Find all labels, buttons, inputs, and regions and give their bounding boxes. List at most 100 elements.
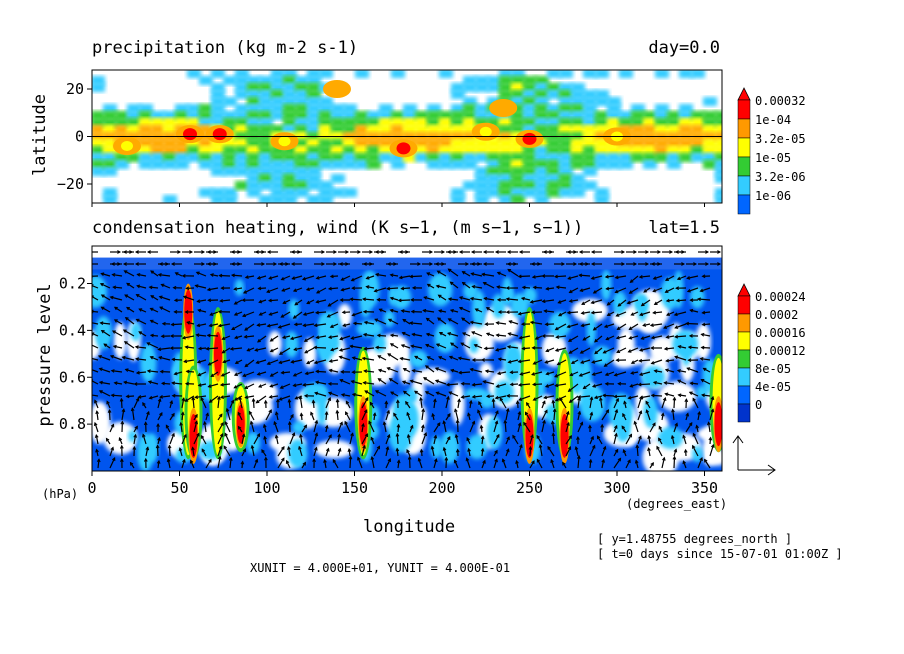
wind-arrowhead: [171, 357, 176, 362]
wind-arrow: [258, 287, 267, 290]
precip-cell: [355, 125, 369, 134]
wind-arrow: [700, 287, 711, 292]
wind-arrowhead: [233, 372, 238, 376]
wind-arrowhead: [273, 262, 278, 266]
precip-cell: [259, 111, 273, 120]
wind-arrowhead: [362, 332, 367, 337]
wind-arrowhead: [630, 371, 635, 375]
wind-arrowhead: [555, 285, 560, 290]
wind-arrow: [701, 346, 711, 349]
wind-arrowhead: [292, 315, 297, 319]
wind-arrowhead: [335, 398, 340, 403]
wind-arrowhead: [494, 449, 498, 454]
precip-hotspot-halo: [489, 99, 518, 117]
heating-patch: [696, 385, 709, 399]
wind-arrowhead: [314, 419, 319, 424]
wind-arrow: [651, 335, 663, 339]
precip-cell: [295, 76, 309, 85]
wind-arrowhead: [435, 391, 440, 396]
wind-arrowhead: [544, 409, 548, 414]
precip-cell: [643, 139, 657, 148]
wind-arrow: [306, 299, 315, 305]
wind-arrowhead: [138, 331, 143, 335]
wind-arrow: [256, 359, 267, 364]
wind-arrowhead: [240, 460, 245, 465]
precip-cell: [691, 125, 705, 134]
wind-arrowhead: [613, 394, 618, 399]
wind-arrowhead: [206, 287, 211, 292]
heating-patch: [428, 272, 453, 307]
wind-arrow: [629, 287, 639, 294]
precip-cell: [187, 118, 201, 127]
precip-cell: [487, 167, 501, 176]
wind-arrowhead: [507, 268, 512, 273]
wind-arrowhead: [568, 299, 573, 303]
wind-arrowhead: [363, 369, 368, 373]
wind-arrow: [495, 347, 507, 351]
wind-arrow: [257, 335, 267, 343]
wind-arrow: [638, 383, 651, 386]
wind-arrow: [390, 343, 399, 349]
precip-cell: [691, 153, 705, 162]
wind-arrowhead: [717, 250, 722, 254]
wind-arrow: [220, 383, 231, 386]
precip-cell: [343, 118, 357, 127]
wind-arrowhead: [708, 436, 713, 441]
wind-arrow: [150, 319, 159, 325]
wind-arrowhead: [417, 262, 422, 266]
wind-arrow: [374, 318, 387, 325]
wind-arrow: [195, 284, 207, 289]
wind-arrow: [454, 409, 459, 421]
wind-arrowhead: [357, 456, 361, 461]
wind-arrowhead: [529, 299, 534, 304]
wind-arrowhead: [594, 338, 598, 343]
wind-arrow: [459, 307, 471, 313]
precip-cell: [511, 104, 525, 113]
wind-arrowhead: [682, 434, 686, 439]
wind-arrowhead: [604, 381, 609, 386]
precip-cell: [475, 118, 489, 127]
wind-arrowhead: [302, 323, 307, 328]
wind-arrowhead: [469, 367, 474, 372]
wind-arrowhead: [201, 448, 206, 453]
wind-arrowhead: [221, 349, 226, 354]
wind-arrowhead: [675, 286, 680, 291]
wind-arrow: [92, 344, 99, 349]
wind-arrowhead: [135, 397, 140, 402]
wind-arrowhead: [426, 272, 431, 276]
heating-patch: [292, 421, 306, 434]
wind-arrow: [247, 347, 255, 352]
wind-arrow: [175, 272, 183, 277]
precip-hotspot-peak: [212, 128, 227, 141]
wind-arrow: [294, 299, 303, 306]
precip-cell: [715, 160, 722, 169]
wind-arrowhead: [280, 314, 285, 318]
wind-arrow: [258, 299, 267, 303]
wind-arrowhead: [505, 297, 510, 301]
precip-cell: [511, 167, 525, 176]
wind-arrowhead: [471, 394, 476, 399]
wind-arrowhead: [195, 333, 200, 338]
wind-arrow: [366, 285, 375, 289]
precip-cell: [355, 160, 369, 169]
precip-cell: [307, 97, 321, 106]
wind-arrow: [481, 448, 484, 457]
precip-cell: [247, 83, 261, 92]
wind-arrowhead: [661, 456, 666, 461]
legend-swatch: [737, 118, 751, 139]
precip-cell: [499, 90, 513, 99]
wind-arrowhead: [562, 461, 566, 466]
wind-arrowhead: [590, 250, 595, 254]
wind-arrow: [302, 275, 315, 281]
wind-arrowhead: [314, 380, 320, 385]
legend-label: 4e-05: [755, 380, 791, 394]
wind-arrowhead: [321, 262, 326, 266]
wind-arrowhead: [99, 282, 104, 287]
precip-cell: [391, 111, 405, 120]
wind-arrowhead: [345, 411, 349, 416]
precip-cell: [547, 188, 561, 197]
precip-cell: [631, 111, 645, 120]
wind-arrow: [553, 409, 556, 421]
wind-arrow: [522, 286, 531, 289]
wind-arrowhead: [269, 338, 274, 342]
